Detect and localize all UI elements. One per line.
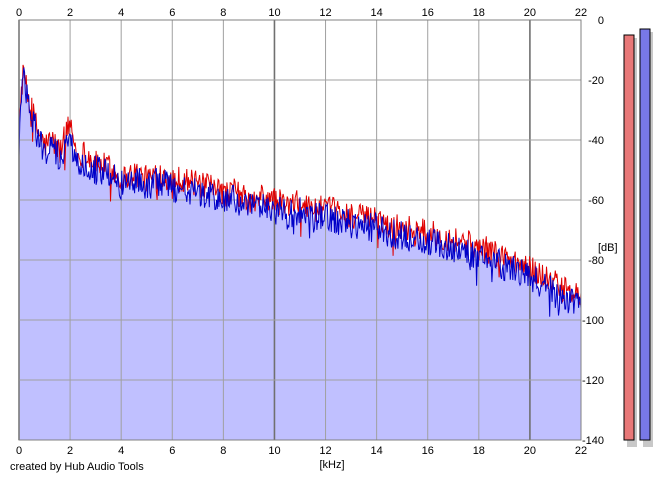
x-tick-label-top: 22 [575, 7, 587, 19]
x-tick-label-top: 4 [118, 7, 124, 19]
x-tick-label-bottom: 22 [575, 445, 587, 457]
y-tick-label: -120 [582, 375, 604, 387]
spectrum-fill-layer [19, 67, 581, 440]
spectrum-fill-area [19, 67, 581, 440]
level-meter-bar [623, 34, 635, 441]
y-tick-label: -60 [588, 195, 604, 207]
x-tick-label-bottom: 12 [319, 445, 331, 457]
x-tick-label-top: 18 [473, 7, 485, 19]
x-tick-label-bottom: 20 [524, 445, 536, 457]
x-tick-label-top: 20 [524, 7, 536, 19]
x-tick-label-bottom: 18 [473, 445, 485, 457]
x-tick-label-bottom: 0 [16, 445, 22, 457]
x-tick-label-top: 16 [422, 7, 434, 19]
y-tick-label: -100 [582, 315, 604, 327]
y-tick-label: -40 [588, 135, 604, 147]
x-tick-label-top: 8 [220, 7, 226, 19]
x-tick-label-top: 2 [67, 7, 73, 19]
x-tick-label-bottom: 4 [118, 445, 124, 457]
plot-frame [18, 19, 582, 441]
series-line-blue [18, 67, 582, 317]
x-tick-label-top: 0 [16, 7, 22, 19]
series-layer [18, 64, 582, 317]
axis-layer: 002244668810101212141416161818202022220-… [16, 7, 604, 457]
credit-text: created by Hub Audio Tools [10, 461, 144, 473]
x-tick-label-top: 14 [371, 7, 383, 19]
x-axis-label: [kHz] [319, 459, 344, 471]
level-meter-bar [639, 28, 651, 441]
x-tick-label-bottom: 8 [220, 445, 226, 457]
y-tick-label: -80 [588, 255, 604, 267]
x-tick-label-top: 12 [319, 7, 331, 19]
y-tick-label: 0 [598, 15, 604, 27]
y-axis-label: [dB] [598, 242, 618, 254]
x-tick-label-bottom: 14 [371, 445, 383, 457]
x-tick-label-bottom: 6 [169, 445, 175, 457]
y-tick-label: -140 [582, 435, 604, 447]
x-tick-label-bottom: 16 [422, 445, 434, 457]
x-tick-label-bottom: 10 [268, 445, 280, 457]
level-meters [623, 28, 653, 447]
x-tick-label-bottom: 2 [67, 445, 73, 457]
x-tick-label-top: 10 [268, 7, 280, 19]
x-tick-label-top: 6 [169, 7, 175, 19]
y-tick-label: -20 [588, 75, 604, 87]
